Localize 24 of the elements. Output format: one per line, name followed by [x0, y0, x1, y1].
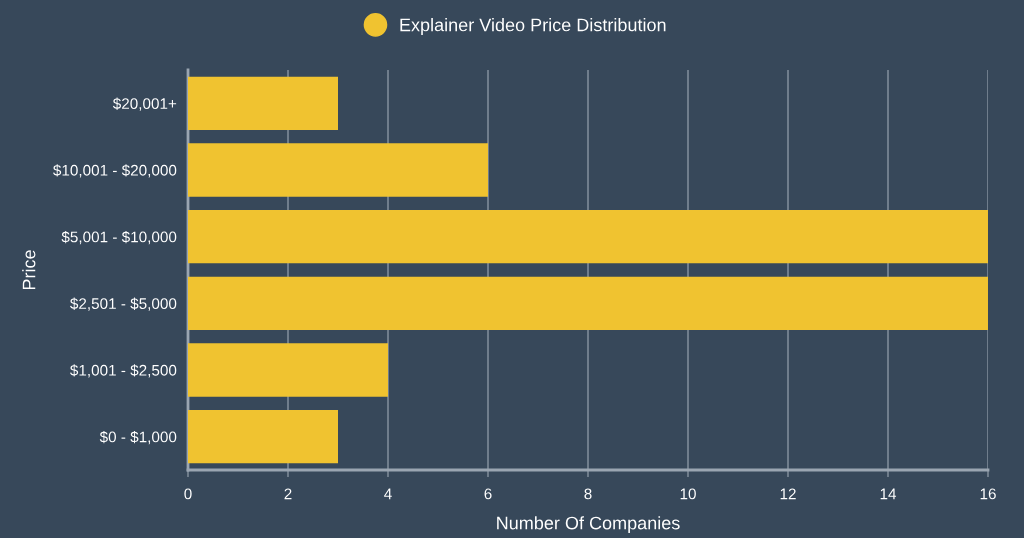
bar: [188, 210, 988, 264]
y-tick-label: $0 - $1,000: [99, 430, 177, 445]
x-tick-label: 12: [780, 488, 796, 500]
x-tick-label: 16: [980, 488, 996, 500]
x-tick-label: 0: [184, 488, 192, 500]
x-tick-label: 10: [680, 488, 696, 500]
x-tick-label: 4: [384, 488, 392, 500]
bar: [188, 76, 338, 130]
bar: [188, 276, 988, 330]
y-tick-label: $20,001+: [112, 97, 177, 111]
x-tick-label: 6: [484, 488, 492, 500]
y-tick-label: $5,001 - $10,000: [61, 230, 177, 245]
y-tick-label: $1,001 - $2,500: [70, 364, 177, 378]
legend-label: Explainer Video Price Distribution: [400, 18, 666, 35]
x-axis-title: Number Of Companies: [497, 516, 680, 534]
y-tick-label: $10,001 - $20,000: [53, 164, 177, 178]
y-tick-label: $2,501 - $5,000: [70, 297, 177, 311]
x-tick-label: 8: [584, 488, 592, 500]
bar: [188, 410, 338, 464]
y-axis-title: Price: [22, 250, 36, 290]
bar: [188, 343, 388, 397]
x-tick-label: 2: [284, 488, 292, 500]
x-tick-label: 14: [880, 488, 897, 500]
bar: [188, 143, 488, 197]
